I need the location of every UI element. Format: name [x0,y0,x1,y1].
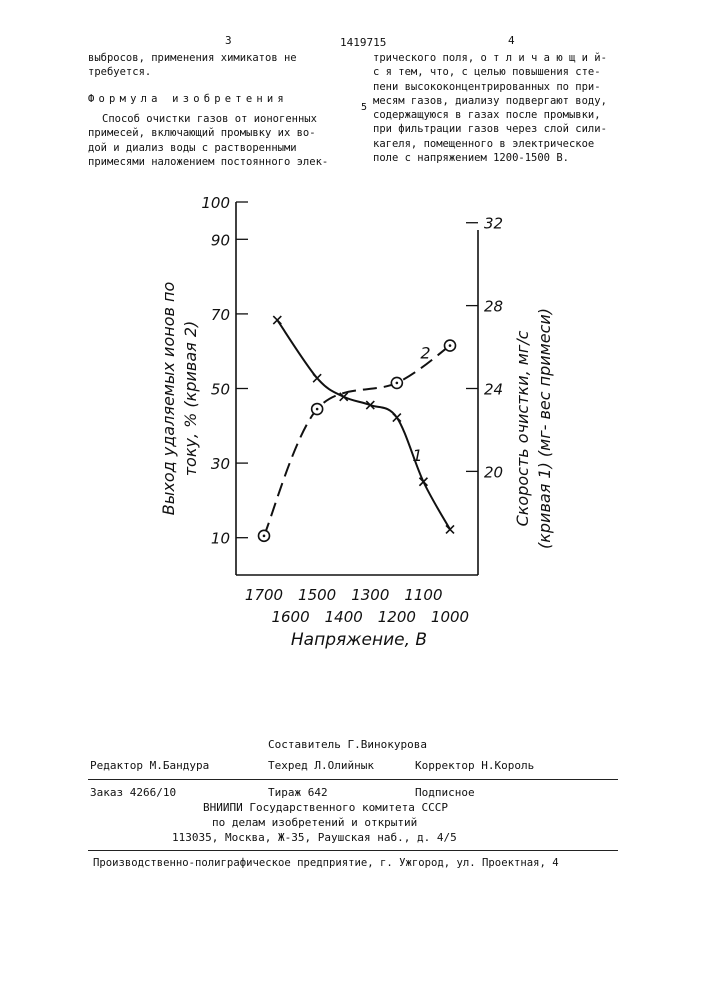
right-tick-label: 20 [484,463,503,481]
x-tick-label: 1500 [298,586,336,604]
left-y-axis-label: Выход удаляемых ионов потоку, % (кривая … [159,282,200,516]
right-tick-label: 24 [484,381,503,399]
left-tick-label: 10 [211,530,230,548]
series-label: 2 [420,343,430,362]
line-number-marker: 5 [361,102,367,113]
claim-text: Способ очистки газов от ионогенных приме… [88,112,328,169]
y-axis-label-line: Скорость очистки, мг/с [513,330,532,526]
patent-number: 1419715 [340,36,386,49]
text-line: Способ очистки газов от ионогенных [88,112,328,126]
text-line: выбросов, применения химикатов не [88,51,297,65]
text-line: пени высококонцентрированных по при- [373,80,607,94]
claims-heading: Формула изобретения [88,93,288,105]
printer: Производственно-полиграфическое предприя… [93,857,559,869]
text-line: кагеля, помещенного в электрическое [373,137,607,151]
data-point [273,316,281,324]
text-line: с я тем, что, с целью повышения сте- [373,65,607,79]
voltage-chart: 100 90 70 50 30 10 32 28 24 20 1700 1500 1300 1100 160… [0,190,707,650]
chart-labels: 100 90 70 50 30 10 32 28 24 20 1700 1500 1300 1100 160… [159,194,554,650]
y-axis-label-line: току, % (кривая 2) [181,321,200,477]
x-tick-label: 1400 [325,608,363,626]
subscription: Подписное [415,786,475,799]
circulation: Тираж 642 [268,786,328,799]
data-point [391,377,402,388]
data-point [419,478,427,486]
right-y-axis-label: Скорость очистки, мг/с(кривая 1) (мг- ве… [513,308,554,549]
divider [88,850,618,851]
chart-ticks [236,202,478,538]
editor: Редактор М.Бандура [90,759,209,772]
techred: Техред Л.Олийнык [268,759,374,772]
x-tick-label: 1600 [271,608,309,626]
data-point [313,374,321,382]
text-line: месям газов, диализу подвергают воду, [373,94,607,108]
data-point [312,404,323,415]
text-line: содержащуюся в газах после промывки, [373,108,607,122]
left-tick-label: 70 [211,306,230,324]
left-tick-label: 30 [211,455,230,473]
series-label: 1 [412,446,422,465]
left-tick-label: 90 [211,231,230,249]
text-line: примесями наложением постоянного элек- [88,155,328,169]
y-axis-label-line: Выход удаляемых ионов по [159,282,178,516]
y-axis-label-line: (кривая 1) (мг- вес примеси) [535,308,554,549]
x-tick-label: 1000 [431,608,469,626]
left-column: выбросов, применения химикатов не требуе… [88,51,297,80]
org-line-2: по делам изобретений и открытий [212,816,417,829]
text-line: примесей, включающий промывку их во- [88,126,328,140]
x-axis-label: Напряжение, В [291,630,427,650]
left-tick-label: 100 [201,194,230,212]
address: 113035, Москва, Ж-35, Раушская наб., д. … [172,831,457,844]
compiler: Составитель Г.Винокурова [268,738,427,751]
x-tick-label: 1700 [245,586,283,604]
org-line-1: ВНИИПИ Государственного комитета СССР [203,801,448,814]
left-tick-label: 50 [211,381,230,399]
text-line: поле с напряжением 1200-1500 В. [373,151,607,165]
data-point [445,340,456,351]
series-line-2 [264,346,450,536]
right-tick-label: 32 [484,215,503,233]
page-number-right: 4 [508,34,515,47]
text-line: трического поля, о т л и ч а ю щ и й- [373,51,607,65]
chart-axes [236,202,478,575]
x-tick-label: 1200 [378,608,416,626]
x-tick-label: 1300 [351,586,389,604]
right-column: трического поля, о т л и ч а ю щ и й- с … [373,51,607,165]
data-point [393,414,401,422]
x-tick-label: 1100 [404,586,442,604]
page-number-left: 3 [225,34,232,47]
text-line: дой и диализ воды с растворенными [88,141,328,155]
corrector: Корректор Н.Король [415,759,534,772]
data-point [259,530,270,541]
text-line: требуется. [88,65,297,79]
order: Заказ 4266/10 [90,786,176,799]
divider [88,779,618,780]
data-point [446,525,454,533]
text-line: при фильтрации газов через слой сили- [373,122,607,136]
right-tick-label: 28 [484,298,503,316]
